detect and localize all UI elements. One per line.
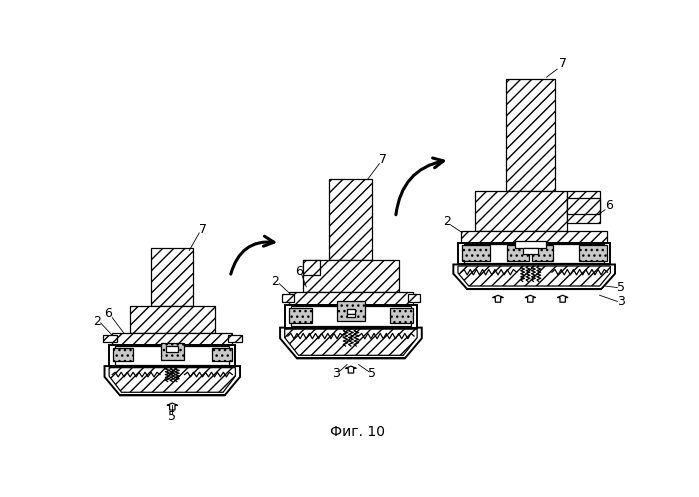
- Bar: [523, 248, 538, 254]
- Bar: [458, 243, 610, 264]
- Bar: [103, 334, 117, 342]
- Bar: [505, 79, 555, 190]
- Polygon shape: [458, 266, 610, 286]
- Bar: [303, 260, 320, 275]
- Text: 7: 7: [559, 57, 567, 70]
- Bar: [212, 347, 231, 361]
- Bar: [289, 292, 412, 305]
- Bar: [282, 294, 294, 302]
- Text: 6: 6: [294, 265, 303, 278]
- Polygon shape: [280, 328, 421, 358]
- Text: 2: 2: [93, 315, 101, 328]
- Text: 6: 6: [104, 307, 113, 320]
- Bar: [109, 344, 236, 366]
- Polygon shape: [525, 295, 535, 302]
- Bar: [579, 245, 607, 260]
- Bar: [161, 343, 184, 360]
- Text: 2: 2: [443, 215, 451, 228]
- Bar: [532, 245, 554, 260]
- Text: 5: 5: [368, 367, 377, 380]
- Bar: [390, 308, 413, 323]
- Text: 7: 7: [380, 153, 387, 166]
- Text: 6: 6: [605, 199, 613, 212]
- Bar: [289, 308, 312, 323]
- Polygon shape: [167, 403, 178, 410]
- Bar: [347, 314, 355, 317]
- Text: 3: 3: [331, 367, 340, 380]
- Bar: [568, 190, 600, 223]
- Polygon shape: [345, 366, 356, 373]
- Polygon shape: [109, 368, 236, 392]
- Polygon shape: [284, 329, 417, 355]
- Bar: [152, 248, 193, 306]
- Text: 7: 7: [199, 223, 207, 236]
- Bar: [166, 346, 178, 352]
- Bar: [408, 294, 420, 302]
- Bar: [303, 260, 398, 292]
- Polygon shape: [557, 295, 568, 302]
- Bar: [462, 245, 489, 260]
- Bar: [337, 301, 365, 322]
- Bar: [568, 198, 600, 214]
- Text: 3: 3: [617, 295, 625, 308]
- Bar: [113, 347, 133, 361]
- Bar: [461, 231, 607, 243]
- Bar: [515, 241, 546, 248]
- Bar: [329, 179, 373, 260]
- Bar: [284, 305, 417, 328]
- Bar: [228, 334, 242, 342]
- Bar: [347, 309, 355, 314]
- Bar: [464, 245, 604, 263]
- Bar: [113, 333, 232, 344]
- Text: 5: 5: [617, 281, 625, 294]
- Polygon shape: [454, 264, 615, 289]
- Text: 2: 2: [271, 275, 280, 288]
- Bar: [130, 306, 215, 333]
- Bar: [507, 245, 528, 260]
- Text: 5: 5: [168, 410, 176, 422]
- Bar: [291, 306, 411, 326]
- Bar: [475, 190, 568, 231]
- Bar: [115, 346, 229, 365]
- Text: Фиг. 10: Фиг. 10: [331, 424, 385, 438]
- Polygon shape: [493, 295, 503, 302]
- Polygon shape: [105, 366, 240, 395]
